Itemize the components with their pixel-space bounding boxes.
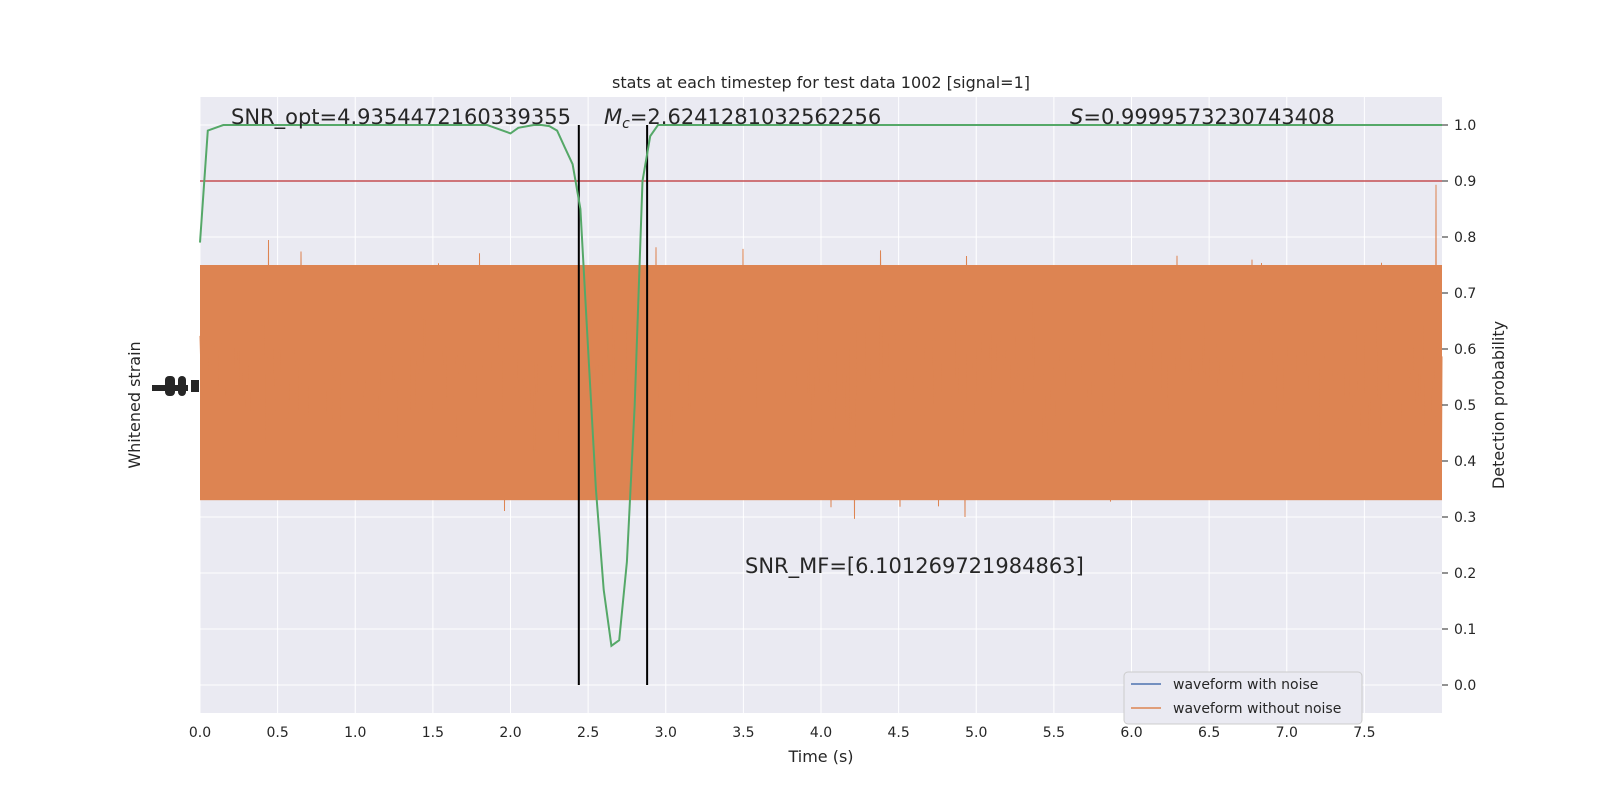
x-tick-label: 1.5 — [422, 725, 444, 741]
y-tick-label: 0.2 — [1454, 566, 1476, 582]
chirp-mass-value: =2.6241281032562256 — [630, 105, 881, 129]
y-tick-label: 0.4 — [1454, 454, 1476, 470]
x-tick-label: 0.0 — [189, 725, 211, 741]
x-tick-label: 4.5 — [887, 725, 909, 741]
y-tick-label: 0.7 — [1454, 286, 1476, 302]
x-tick-label: 3.5 — [732, 725, 754, 741]
overlay-lines — [199, 124, 1442, 685]
y-tick-label: 0.6 — [1454, 342, 1476, 358]
x-tick-label: 0.5 — [266, 725, 288, 741]
legend: waveform with noise waveform without noi… — [1123, 671, 1363, 725]
chirp-mass-subscript: c — [622, 116, 630, 132]
chart-title: stats at each timestep for test data 100… — [612, 73, 1030, 92]
x-tick-label: 5.0 — [965, 725, 987, 741]
x-tick-label: 2.5 — [577, 725, 599, 741]
x-tick-label: 7.0 — [1276, 725, 1298, 741]
chirp-mass-annotation: Mc=2.6241281032562256 — [604, 105, 881, 132]
y-tick-label: 0.0 — [1454, 678, 1476, 694]
s-value: =0.9999573230743408 — [1083, 105, 1334, 129]
legend-box — [1123, 671, 1363, 725]
x-tick-label: 7.5 — [1353, 725, 1375, 741]
x-tick-label: 5.5 — [1043, 725, 1065, 741]
y-right-axis-ticks: 0.0 0.1 0.2 0.3 0.4 0.5 0.6 0.7 0.8 0.9 1.0 — [1442, 118, 1476, 694]
x-axis-ticks: 0.0 0.5 1.0 1.5 2.0 2.5 3.0 3.5 4.0 4.5 5.0 5.5 6.0 6… — [189, 725, 1376, 741]
y-tick-label: 0.1 — [1454, 622, 1476, 638]
x-tick-label: 1.0 — [344, 725, 366, 741]
strain-series — [199, 184, 1443, 519]
left-axis-scribble — [152, 376, 199, 396]
x-tick-label: 3.0 — [655, 725, 677, 741]
x-tick-label: 4.0 — [810, 725, 832, 741]
x-axis-label: Time (s) — [787, 747, 853, 766]
x-tick-label: 2.0 — [499, 725, 521, 741]
y-tick-label: 0.9 — [1454, 174, 1476, 190]
s-annotation: S=0.9999573230743408 — [1070, 105, 1335, 129]
y-tick-label: 0.3 — [1454, 510, 1476, 526]
y-tick-label: 0.5 — [1454, 398, 1476, 414]
snr-mf-annotation: SNR_MF=[6.101269721984863] — [745, 554, 1084, 579]
y-left-axis-label: Whitened strain — [125, 341, 144, 468]
y-tick-label: 0.8 — [1454, 230, 1476, 246]
x-tick-label: 6.5 — [1198, 725, 1220, 741]
chirp-mass-symbol: M — [604, 105, 622, 129]
y-tick-label: 1.0 — [1454, 118, 1476, 134]
x-tick-label: 6.0 — [1120, 725, 1142, 741]
waveform-without-noise-line — [199, 184, 1443, 519]
y-right-axis-label: Detection probability — [1489, 321, 1508, 489]
s-symbol: S — [1070, 105, 1083, 129]
legend-label-without-noise: waveform without noise — [1173, 701, 1341, 717]
snr-opt-annotation: SNR_opt=4.9354472160339355 — [231, 105, 571, 130]
legend-label-with-noise: waveform with noise — [1173, 677, 1318, 693]
detection-probability-line — [199, 124, 1442, 648]
